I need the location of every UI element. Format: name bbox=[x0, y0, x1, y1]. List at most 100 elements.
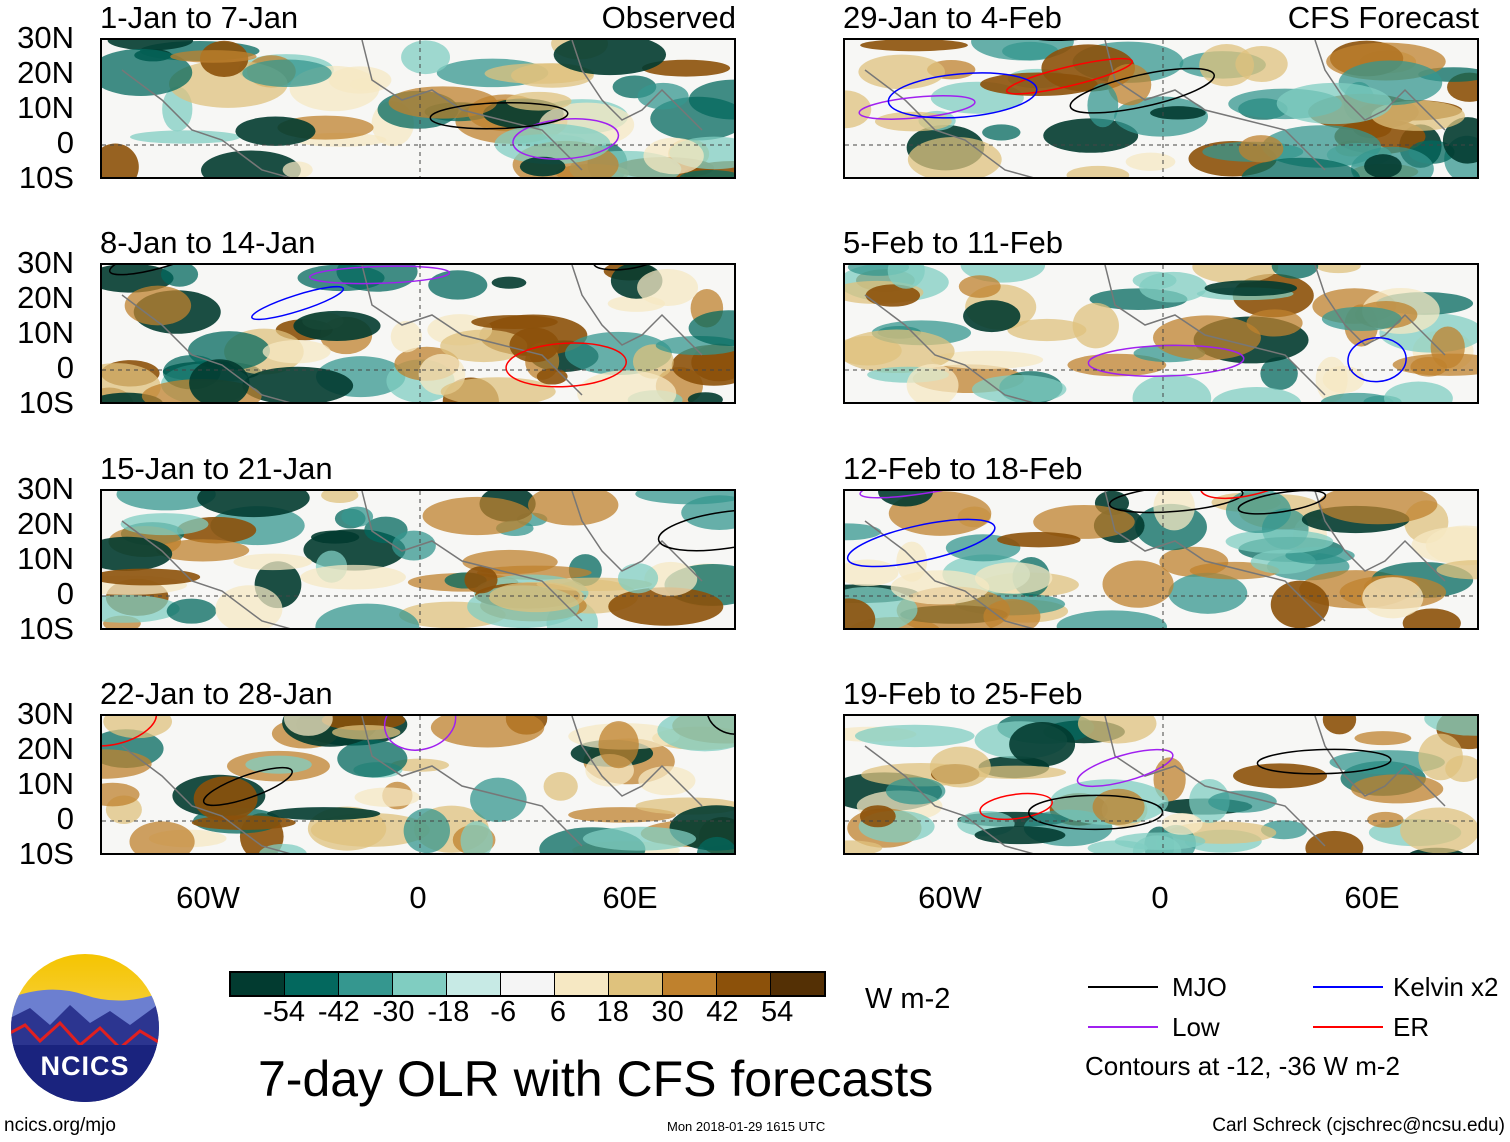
contour bbox=[429, 101, 569, 130]
olr-anomaly-blob bbox=[519, 156, 566, 177]
legend-line-kelvin bbox=[1313, 986, 1383, 988]
olr-map-panel bbox=[100, 714, 736, 855]
coastline bbox=[121, 265, 703, 402]
olr-anomaly-blob bbox=[491, 276, 527, 289]
olr-anomaly-blob bbox=[1322, 716, 1357, 735]
lon-label: 60E bbox=[1344, 880, 1400, 915]
olr-anomaly-blob bbox=[233, 553, 312, 571]
olr-anomaly-blob bbox=[638, 766, 696, 796]
olr-anomaly-blob bbox=[116, 491, 216, 511]
olr-anomaly-blob bbox=[388, 86, 498, 119]
olr-anomaly-blob bbox=[422, 496, 532, 536]
olr-anomaly-blob bbox=[577, 370, 677, 402]
olr-anomaly-blob bbox=[582, 826, 697, 851]
olr-anomaly-blob bbox=[1238, 135, 1284, 163]
olr-anomaly-blob bbox=[637, 268, 699, 307]
olr-anomaly-blob bbox=[859, 805, 896, 828]
olr-anomaly-blob bbox=[1321, 306, 1402, 331]
olr-map-panel bbox=[843, 489, 1479, 630]
legend-label-mjo: MJO bbox=[1172, 972, 1227, 1002]
olr-anomaly-blob bbox=[958, 275, 1001, 298]
olr-anomaly-blob bbox=[528, 491, 619, 526]
contour bbox=[1199, 491, 1300, 500]
olr-anomaly-blob bbox=[1007, 318, 1087, 342]
olr-anomaly-blob bbox=[688, 310, 734, 347]
olr-anomaly-blob bbox=[598, 721, 639, 769]
figure-title: 7-day OLR with CFS forecasts bbox=[258, 1051, 934, 1107]
olr-anomaly-blob bbox=[845, 598, 876, 628]
olr-anomaly-blob bbox=[1192, 265, 1279, 284]
legend-note: Contours at -12, -36 W m-2 bbox=[1085, 1051, 1400, 1081]
olr-anomaly-blob bbox=[102, 594, 180, 623]
olr-anomaly-blob bbox=[1212, 387, 1302, 402]
olr-anomaly-blob bbox=[315, 603, 420, 628]
olr-anomaly-blob bbox=[1153, 491, 1195, 531]
lat-label: 10S bbox=[18, 611, 74, 646]
contour bbox=[383, 716, 457, 751]
olr-anomaly-blob bbox=[1132, 374, 1212, 402]
olr-anomaly-blob bbox=[971, 40, 1074, 61]
olr-anomaly-blob bbox=[887, 265, 925, 289]
contour bbox=[505, 342, 627, 388]
olr-anomaly-blob bbox=[931, 350, 1044, 369]
lat-label: 20N bbox=[17, 506, 74, 541]
colorbar-swatch bbox=[501, 973, 555, 995]
olr-anomaly-blob bbox=[245, 755, 312, 774]
olr-anomaly-blob bbox=[963, 300, 1021, 333]
olr-anomaly-blob bbox=[336, 265, 418, 292]
olr-anomaly-blob bbox=[860, 40, 968, 52]
lat-label: 10S bbox=[18, 836, 74, 871]
legend-line-low bbox=[1088, 1026, 1158, 1028]
olr-anomaly-blob bbox=[1152, 315, 1261, 361]
olr-anomaly-blob bbox=[259, 843, 307, 853]
olr-anomaly-blob bbox=[471, 315, 558, 329]
olr-anomaly-blob bbox=[1204, 280, 1298, 297]
lat-label: 30N bbox=[17, 245, 74, 280]
contour bbox=[512, 118, 620, 160]
olr-anomaly-blob bbox=[845, 523, 882, 541]
lat-label: 10N bbox=[17, 90, 74, 125]
olr-anomaly-blob bbox=[1067, 353, 1167, 377]
lat-label: 20N bbox=[17, 280, 74, 315]
colorbar-label: -54 bbox=[263, 996, 305, 1028]
olr-anomaly-blob bbox=[1354, 731, 1412, 746]
colorbar-swatch bbox=[447, 973, 501, 995]
colorbar-label: -42 bbox=[317, 996, 360, 1028]
olr-anomaly-blob bbox=[617, 563, 659, 594]
olr-anomaly-blob bbox=[845, 90, 872, 129]
olr-map-panel bbox=[843, 38, 1479, 179]
coastline bbox=[864, 265, 1446, 402]
olr-anomaly-blob bbox=[642, 59, 731, 77]
ncics-logo: NCICS bbox=[10, 953, 160, 1103]
footer-url: ncics.org/mjo bbox=[4, 1115, 116, 1136]
colorbar-swatch bbox=[339, 973, 393, 995]
olr-anomaly-blob bbox=[1102, 560, 1174, 608]
olr-anomaly-blob bbox=[1276, 82, 1392, 125]
lon-label: 0 bbox=[1151, 880, 1169, 915]
olr-anomaly-blob bbox=[129, 130, 241, 144]
olr-anomaly-blob bbox=[102, 568, 201, 586]
olr-anomaly-blob bbox=[160, 265, 199, 287]
olr-anomaly-blob bbox=[464, 566, 498, 594]
olr-map-panel bbox=[100, 38, 736, 179]
olr-anomaly-blob bbox=[1056, 610, 1167, 628]
olr-anomaly-blob bbox=[1072, 302, 1119, 349]
colorbar-swatch bbox=[285, 973, 339, 995]
olr-anomaly-blob bbox=[189, 359, 250, 402]
olr-anomaly-blob bbox=[1087, 83, 1119, 128]
olr-anomaly-blob bbox=[1246, 309, 1303, 337]
lat-label: 10S bbox=[18, 160, 74, 195]
coastline bbox=[121, 40, 703, 177]
olr-anomaly-blob bbox=[1329, 750, 1445, 775]
olr-anomaly-blob bbox=[1271, 265, 1319, 279]
olr-anomaly-blob bbox=[430, 716, 545, 748]
contour bbox=[1108, 491, 1244, 514]
olr-anomaly-blob bbox=[696, 836, 734, 853]
olr-anomaly-blob bbox=[885, 777, 946, 805]
lon-label: 60E bbox=[602, 880, 658, 915]
panel-label: CFS Forecast bbox=[1287, 0, 1479, 35]
lat-label: 0 bbox=[56, 125, 74, 160]
olr-anomaly-blob bbox=[102, 265, 174, 293]
legend-label-kelvin: Kelvin x2 bbox=[1393, 972, 1499, 1002]
lat-label: 30N bbox=[17, 696, 74, 731]
